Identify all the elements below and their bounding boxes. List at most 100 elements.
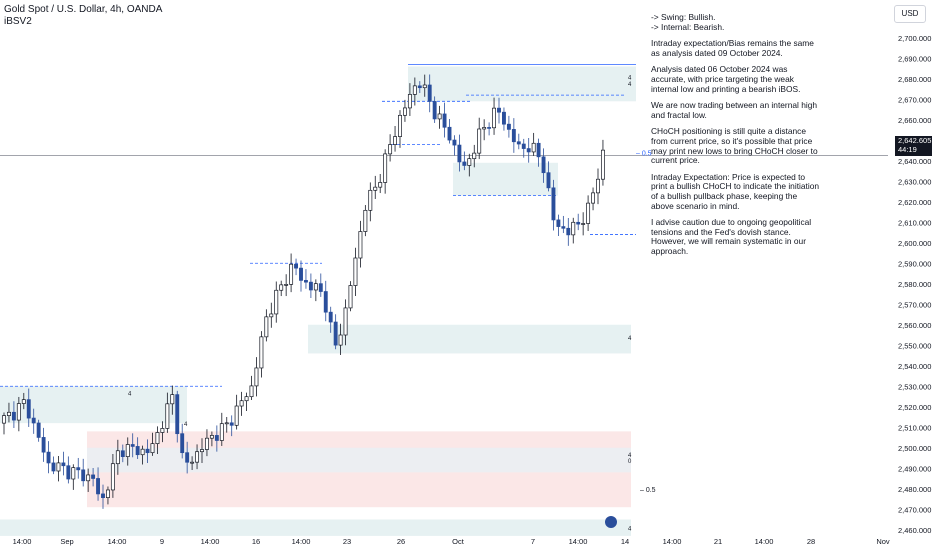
candle-body bbox=[36, 422, 41, 438]
candle-body bbox=[412, 85, 417, 95]
candle-body bbox=[56, 462, 61, 472]
candle-body bbox=[244, 396, 249, 402]
candle-body bbox=[71, 467, 76, 480]
candle-body bbox=[185, 452, 190, 463]
candle-body bbox=[348, 285, 353, 309]
x-tick-label: 7 bbox=[531, 537, 535, 546]
candle-body bbox=[477, 128, 482, 154]
zone-6 bbox=[87, 447, 631, 473]
candle-body bbox=[150, 443, 155, 454]
y-tick-label: 2,630.000 bbox=[898, 177, 931, 186]
zone-label: 4 bbox=[628, 453, 632, 459]
y-tick-label: 2,530.000 bbox=[898, 382, 931, 391]
x-tick-label: Sep bbox=[60, 537, 73, 546]
fib-label: – 0.5 bbox=[636, 151, 652, 158]
candle-body bbox=[299, 267, 303, 281]
zone-label: 4 bbox=[628, 82, 632, 88]
x-tick-label: 16 bbox=[252, 537, 260, 546]
candle-body bbox=[398, 114, 402, 137]
candle-body bbox=[214, 435, 219, 441]
candle-body bbox=[571, 221, 576, 236]
y-tick-label: 2,670.000 bbox=[898, 95, 931, 104]
candle-body bbox=[353, 257, 358, 286]
candle-body bbox=[487, 127, 492, 129]
candle-body bbox=[21, 399, 26, 404]
candle-body bbox=[41, 437, 46, 453]
candle-body bbox=[249, 385, 254, 398]
candle-body bbox=[274, 289, 279, 315]
candle-body bbox=[224, 422, 229, 425]
candle-body bbox=[76, 467, 81, 471]
zone-4 bbox=[0, 519, 631, 536]
candle-body bbox=[195, 451, 199, 463]
y-tick-label: 2,690.000 bbox=[898, 54, 931, 63]
zone-label: 4 bbox=[128, 391, 132, 397]
candle-body bbox=[308, 281, 313, 291]
chart-header: Gold Spot / U.S. Dollar, 4h, OANDA iBSV2 bbox=[4, 4, 162, 28]
candle-body bbox=[368, 189, 373, 211]
zone-0 bbox=[408, 66, 636, 102]
candle-body bbox=[6, 411, 11, 416]
y-tick-label: 2,620.000 bbox=[898, 198, 931, 207]
candle-body bbox=[323, 291, 328, 313]
candle-body bbox=[269, 313, 274, 318]
fib-label: – 0.5 bbox=[640, 487, 656, 494]
candle-body bbox=[51, 462, 56, 472]
candle-body bbox=[190, 461, 195, 464]
candle-body bbox=[318, 283, 323, 292]
note-caution: I advise caution due to ongoing geopolit… bbox=[651, 217, 812, 256]
candle-body bbox=[180, 433, 185, 454]
y-tick-label: 2,680.000 bbox=[898, 75, 931, 84]
candle-body bbox=[403, 107, 407, 116]
candle-body bbox=[457, 144, 462, 163]
analysis-note: -> Swing: Bullish. -> Internal: Bearish.… bbox=[651, 12, 821, 263]
candle-body bbox=[600, 149, 605, 180]
y-tick-label: 2,460.000 bbox=[898, 526, 931, 535]
candle-body bbox=[586, 202, 591, 224]
candle-body bbox=[209, 435, 214, 439]
indicator-name[interactable]: iBSV2 bbox=[4, 16, 32, 27]
y-tick-label: 2,570.000 bbox=[898, 300, 931, 309]
bar-countdown: 44:19 bbox=[898, 145, 917, 154]
candle-body bbox=[556, 219, 561, 227]
zone-label: 4 bbox=[628, 336, 632, 342]
x-tick-label: 14:00 bbox=[292, 537, 311, 546]
zone-label: 4 bbox=[628, 527, 632, 533]
candle-body bbox=[591, 192, 596, 204]
candle-body bbox=[452, 139, 457, 146]
candle-body bbox=[16, 403, 21, 421]
y-tick-label: 2,580.000 bbox=[898, 280, 931, 289]
candle-body bbox=[239, 400, 244, 407]
symbol-title[interactable]: Gold Spot / U.S. Dollar, 4h, OANDA bbox=[4, 4, 163, 15]
candle-body bbox=[284, 284, 289, 286]
y-tick-label: 2,510.000 bbox=[898, 423, 931, 432]
y-tick-label: 2,470.000 bbox=[898, 505, 931, 514]
candle-body bbox=[422, 84, 427, 89]
candle-body bbox=[328, 311, 333, 323]
candle-body bbox=[313, 283, 318, 291]
candle-body bbox=[437, 113, 442, 120]
candle-body bbox=[526, 148, 531, 153]
candle-body bbox=[333, 321, 338, 346]
candle-body bbox=[338, 334, 343, 346]
candle-body bbox=[393, 136, 398, 145]
currency-button[interactable]: USD bbox=[894, 5, 926, 23]
candle-body bbox=[2, 415, 6, 424]
candle-body bbox=[566, 227, 571, 236]
x-tick-label: 26 bbox=[397, 537, 405, 546]
candle-body bbox=[155, 432, 160, 444]
x-tick-label: Oct bbox=[452, 537, 465, 546]
note-expectation: Intraday Expectation: Price is expected … bbox=[651, 171, 820, 211]
candle-body bbox=[427, 84, 432, 102]
candle-body bbox=[541, 156, 546, 174]
x-tick-label: 14:00 bbox=[569, 537, 588, 546]
y-tick-label: 2,640.000 bbox=[898, 157, 931, 166]
candle-body bbox=[46, 451, 51, 464]
candle-body bbox=[576, 221, 581, 225]
candle-body bbox=[105, 489, 110, 498]
x-tick-label: 14:00 bbox=[663, 537, 682, 546]
x-tick-label: 14:00 bbox=[108, 537, 127, 546]
candle-body bbox=[140, 448, 145, 456]
